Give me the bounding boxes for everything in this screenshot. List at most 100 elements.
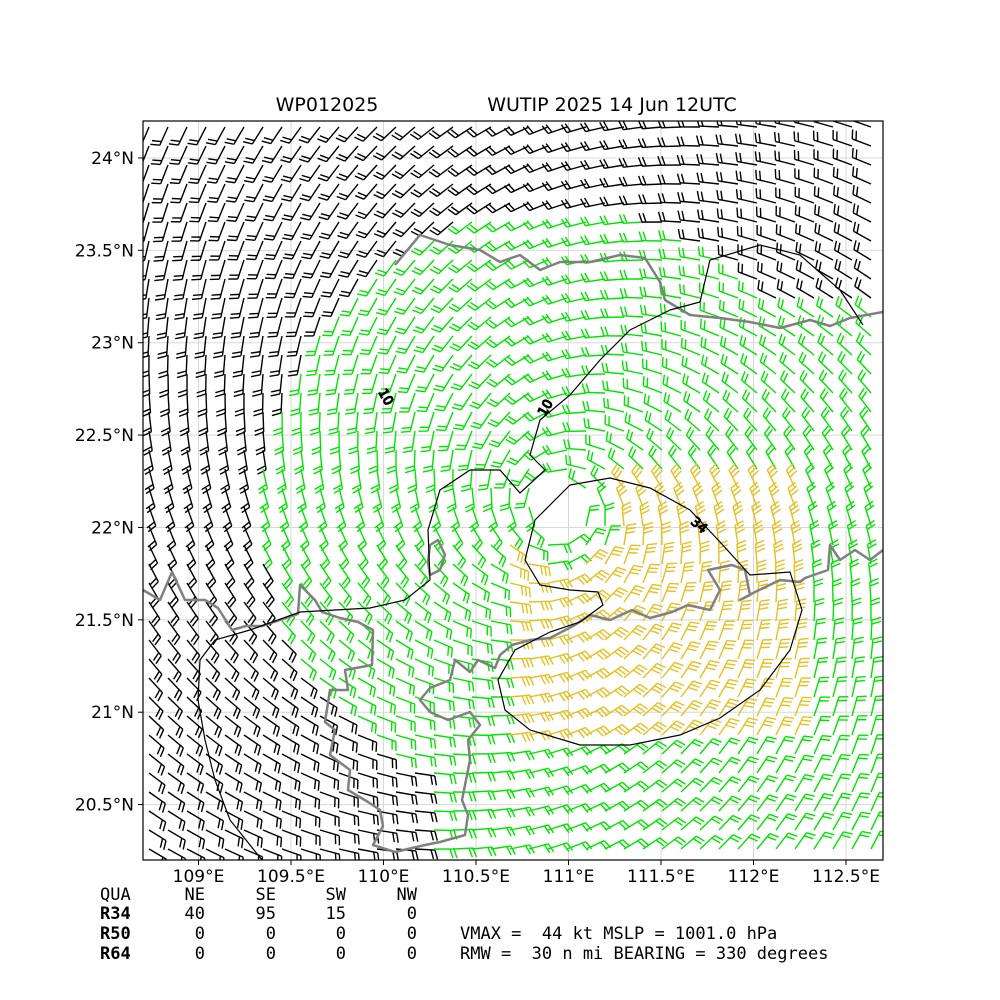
- wind-barb-feather: [815, 296, 820, 306]
- wind-barb-feather: [778, 646, 789, 649]
- wind-barb: [154, 278, 169, 301]
- wind-barb-feather: [322, 291, 333, 295]
- wind-barb-feather: [415, 326, 425, 331]
- wind-barb-feather: [742, 337, 747, 347]
- wind-barb-feather: [486, 381, 496, 388]
- wind-barb-feather: [400, 430, 411, 433]
- wind-barb-feather: [507, 183, 516, 192]
- wind-barb: [311, 430, 322, 455]
- wind-barb: [815, 296, 834, 318]
- wind-barb-feather: [340, 333, 351, 337]
- wind-barb-feather: [567, 439, 571, 449]
- wind-barb-feather: [836, 205, 840, 216]
- wind-barb: [391, 183, 416, 199]
- wind-barb: [430, 297, 454, 314]
- wind-barb: [232, 354, 245, 378]
- wind-barb-feather: [470, 361, 480, 367]
- wind-barb-feather: [490, 644, 493, 655]
- wind-barb-feather: [759, 626, 770, 630]
- wind-barb: [447, 183, 473, 197]
- wind-barb-feather: [764, 677, 775, 681]
- wind-barb-feather: [238, 469, 248, 475]
- wind-barb-feather: [447, 228, 457, 235]
- wind-barb-feather: [638, 212, 643, 223]
- wind-barb-feather: [503, 204, 512, 213]
- wind-barb-feather: [294, 469, 304, 475]
- wind-barb-feather: [715, 171, 719, 182]
- wind-barb: [541, 389, 568, 400]
- wind-barb-feather: [507, 298, 516, 307]
- wind-barb-feather: [157, 355, 167, 360]
- wind-barb: [329, 430, 340, 455]
- wind-barb-feather: [409, 133, 419, 140]
- wind-barb-feather: [178, 408, 189, 414]
- wind-barb-feather: [488, 300, 498, 308]
- wind-barb-shaft: [143, 145, 150, 164]
- wind-barb: [319, 240, 340, 259]
- wind-barb-feather: [162, 450, 172, 456]
- wind-barb: [484, 126, 511, 137]
- wind-barb: [337, 221, 359, 240]
- wind-barb-feather: [757, 279, 760, 290]
- wind-barb-feather: [678, 265, 682, 276]
- wind-barb-feather: [216, 408, 226, 413]
- wind-barb-feather: [338, 274, 348, 278]
- wind-barb-feather: [234, 412, 245, 417]
- wind-barb: [418, 411, 435, 432]
- wind-barb: [618, 176, 644, 187]
- wind-barb-feather: [688, 601, 699, 604]
- wind-barb: [335, 126, 359, 143]
- wind-barb: [743, 407, 758, 432]
- wind-barb-feather: [414, 306, 425, 312]
- wind-barb-feather: [580, 310, 586, 320]
- wind-barb-feather: [471, 381, 481, 387]
- wind-barb-feather: [725, 425, 732, 435]
- wind-barb-feather: [541, 163, 549, 172]
- wind-barb-feather: [647, 395, 650, 405]
- wind-barb-feather: [466, 187, 475, 196]
- wind-barb: [143, 430, 153, 456]
- wind-barb-feather: [432, 285, 442, 291]
- wind-barb: [143, 373, 151, 398]
- wind-barb-feather: [679, 283, 682, 294]
- wind-barb-feather: [180, 446, 190, 452]
- wind-barb: [854, 277, 872, 299]
- wind-barb-feather: [526, 431, 535, 440]
- wind-barb: [323, 335, 340, 356]
- wind-barb-feather: [527, 571, 530, 581]
- wind-barb: [834, 259, 853, 280]
- wind-barb-feather: [821, 372, 828, 382]
- wind-barb: [416, 392, 435, 413]
- wind-barb-feather: [181, 450, 191, 456]
- wind-barb-feather: [665, 376, 669, 386]
- wind-barb-feather: [227, 196, 238, 200]
- wind-barb: [318, 183, 340, 201]
- wind-barb-feather: [200, 465, 210, 471]
- wind-barb-feather: [860, 372, 867, 382]
- wind-barb-feather: [411, 269, 421, 276]
- wind-barb-feather: [545, 256, 553, 266]
- wind-barb-feather: [177, 393, 188, 398]
- wind-barb-feather: [262, 198, 273, 203]
- wind-barb-feather: [795, 241, 798, 252]
- wind-barb-feather: [382, 407, 392, 410]
- wind-barb-feather: [207, 200, 217, 203]
- wind-barb-feather: [699, 135, 704, 146]
- wind-barb-feather: [704, 581, 715, 584]
- wind-barb: [359, 335, 378, 356]
- wind-barb-feather: [779, 370, 786, 380]
- wind-barb-feather: [778, 333, 783, 344]
- wind-barb-feather: [447, 189, 457, 197]
- wind-barb: [250, 354, 264, 378]
- wind-barb-feather: [133, 141, 142, 142]
- wind-barb-feather: [373, 174, 383, 180]
- wind-barb-feather: [599, 140, 605, 150]
- wind-barb: [261, 126, 283, 145]
- wind-barb-feather: [396, 370, 407, 374]
- wind-barb-feather: [503, 147, 512, 155]
- wind-barb-feather: [245, 157, 255, 161]
- wind-barb-feather: [837, 676, 848, 679]
- wind-barb-feather: [781, 317, 785, 328]
- wind-barb: [358, 316, 378, 336]
- wind-barb-feather: [814, 259, 819, 270]
